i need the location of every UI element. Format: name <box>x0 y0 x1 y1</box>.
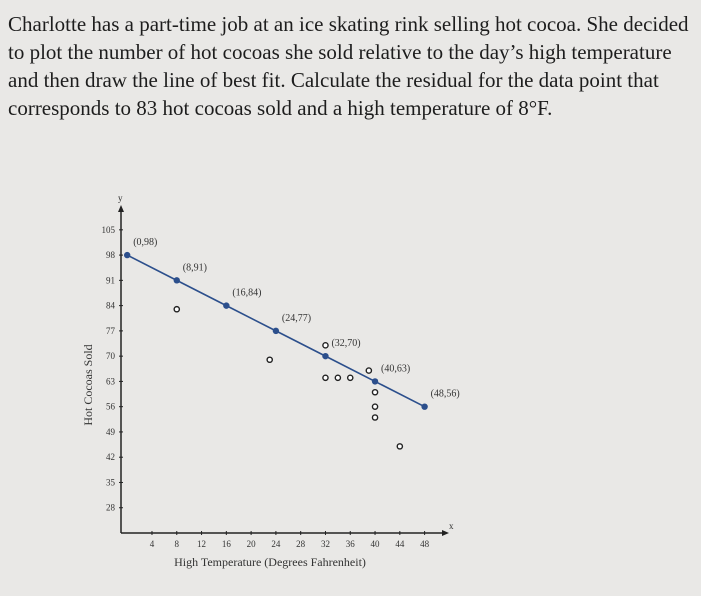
y-tick-label: 49 <box>106 427 116 437</box>
data-point <box>173 305 181 313</box>
y-tick-label: 77 <box>106 326 116 336</box>
y-tick-label: 91 <box>106 275 115 285</box>
data-point <box>322 342 329 349</box>
y-tick-label: 35 <box>106 477 116 487</box>
data-point <box>371 388 379 396</box>
y-tick-label: 28 <box>106 503 116 513</box>
y-tick-label: 84 <box>106 301 116 311</box>
point-label: (40,63) <box>381 363 410 374</box>
data-point <box>266 356 274 364</box>
point-label: (48,56) <box>431 389 460 400</box>
data-point <box>371 414 379 421</box>
y-axis-letter: y <box>118 193 123 203</box>
point-label: (32,70) <box>331 338 360 349</box>
y-tick-label: 63 <box>106 376 116 386</box>
x-tick-label: 48 <box>420 539 430 549</box>
data-point <box>396 443 404 450</box>
question: Charlotte has a part-time job at an ice … <box>8 12 689 120</box>
x-axis-label: High Temperature (Degrees Fahrenheit) <box>174 555 366 569</box>
y-tick-label: 98 <box>106 250 116 260</box>
data-point <box>322 374 329 382</box>
point-label: (24,77) <box>282 313 311 324</box>
x-tick-label: 36 <box>346 539 356 549</box>
y-tick-label: 70 <box>106 351 116 361</box>
x-tick-label: 16 <box>222 539 232 549</box>
x-tick-label: 20 <box>247 539 257 549</box>
y-tick-label: 42 <box>106 452 115 462</box>
fit-point <box>223 302 230 309</box>
fit-point <box>173 277 180 284</box>
y-arrow <box>118 205 124 212</box>
point-label: (8,91) <box>183 262 207 273</box>
x-tick-label: 4 <box>150 539 155 549</box>
x-tick-label: 8 <box>175 539 180 549</box>
y-tick-label: 105 <box>102 225 116 235</box>
fit-point <box>322 352 329 360</box>
data-point <box>371 403 379 410</box>
x-tick-label: 24 <box>271 539 281 549</box>
data-point <box>365 367 373 374</box>
y-axis-label: Hot Cocoas Sold <box>81 344 95 425</box>
fit-point <box>421 403 428 410</box>
point-label: (0,98) <box>133 237 157 248</box>
y-tick-label: 56 <box>106 402 116 412</box>
data-point <box>346 374 354 382</box>
fit-point <box>272 327 280 335</box>
point-label: (16,84) <box>232 288 261 299</box>
fit-point <box>123 251 131 259</box>
data-point <box>334 374 342 382</box>
x-tick-label: 12 <box>197 539 206 549</box>
x-tick-label: 40 <box>371 539 381 549</box>
x-tick-label: 28 <box>296 539 306 549</box>
x-arrow <box>442 530 449 536</box>
x-axis-letter: x <box>449 521 454 531</box>
x-tick-label: 32 <box>321 539 330 549</box>
x-tick-label: 44 <box>395 539 405 549</box>
fit-point <box>371 378 379 385</box>
